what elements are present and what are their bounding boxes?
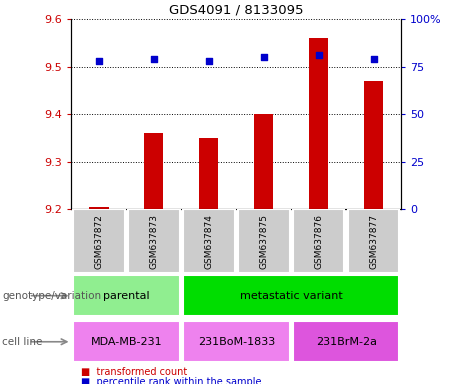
Text: genotype/variation: genotype/variation	[2, 291, 101, 301]
Bar	[73, 209, 125, 273]
Bar	[183, 275, 399, 316]
Text: ■  percentile rank within the sample: ■ percentile rank within the sample	[81, 377, 261, 384]
Text: 231BoM-1833: 231BoM-1833	[198, 337, 275, 347]
Bar	[293, 209, 344, 273]
Bar	[309, 38, 328, 209]
Text: cell line: cell line	[2, 337, 43, 347]
Bar	[183, 209, 235, 273]
Text: GSM637876: GSM637876	[314, 214, 323, 269]
Point	[260, 54, 267, 60]
Text: ■  transformed count: ■ transformed count	[81, 367, 187, 377]
Text: GSM637873: GSM637873	[149, 214, 159, 269]
Bar	[183, 321, 290, 362]
Text: MDA-MB-231: MDA-MB-231	[90, 337, 162, 347]
Bar	[199, 138, 219, 209]
Bar	[89, 207, 108, 209]
Text: GSM637872: GSM637872	[95, 214, 103, 268]
Point	[370, 56, 377, 62]
Bar	[348, 209, 399, 273]
Text: GSM637877: GSM637877	[369, 214, 378, 269]
Text: parental: parental	[103, 291, 150, 301]
Text: GSM637874: GSM637874	[204, 214, 213, 268]
Title: GDS4091 / 8133095: GDS4091 / 8133095	[169, 3, 303, 17]
Bar	[73, 275, 180, 316]
Bar	[73, 321, 180, 362]
Bar	[238, 209, 290, 273]
Bar	[144, 133, 164, 209]
Point	[150, 56, 158, 62]
Bar	[254, 114, 273, 209]
Point	[205, 58, 213, 64]
Point	[95, 58, 103, 64]
Text: GSM637875: GSM637875	[259, 214, 268, 269]
Text: 231BrM-2a: 231BrM-2a	[316, 337, 377, 347]
Bar	[128, 209, 180, 273]
Bar	[364, 81, 383, 209]
Bar	[293, 321, 399, 362]
Text: metastatic variant: metastatic variant	[240, 291, 343, 301]
Point	[315, 52, 322, 58]
